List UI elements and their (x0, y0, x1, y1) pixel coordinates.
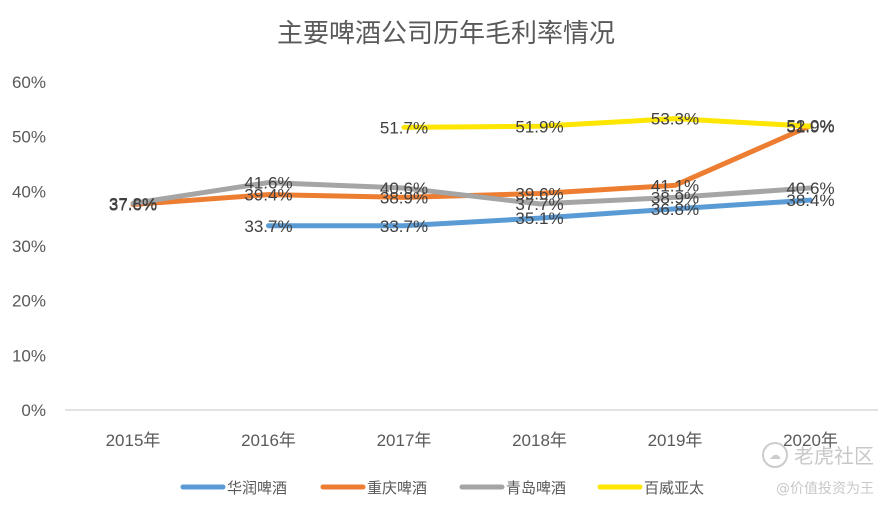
y-tick-label: 50% (12, 128, 46, 147)
data-label: 36.8% (651, 200, 699, 219)
tiger-logo-icon: ☁ (762, 441, 788, 468)
y-tick-label: 20% (12, 292, 46, 311)
data-label: 38.9% (651, 188, 699, 207)
data-label: 53.3% (651, 110, 699, 129)
legend-label: 百威亚太 (644, 479, 704, 497)
data-label: 51.9% (515, 117, 563, 136)
data-label: 38.9% (380, 188, 428, 207)
data-label: 41.6% (244, 174, 292, 193)
data-labels: 33.7% 33.7% 35.1% 36.8% 38.4% 37.6% 39.4% 38.9%… (109, 110, 835, 236)
x-tick-label: 2015年 (106, 431, 161, 450)
y-tick-label: 60% (12, 73, 46, 92)
y-axis: 0% 10% 20% 30% 40% 50% 60% (12, 73, 46, 420)
chart-title: 主要啤酒公司历年毛利率情况 (277, 19, 615, 49)
x-tick-label: 2019年 (648, 431, 703, 450)
data-label: 37.6% (109, 195, 157, 214)
legend-label: 华润啤酒 (227, 479, 287, 497)
data-label: 40.6% (786, 179, 834, 198)
series-lines (130, 116, 813, 229)
data-label: 52.0% (786, 117, 834, 136)
data-label: 37.7% (515, 195, 563, 214)
x-tick-label: 2018年 (512, 431, 567, 450)
data-label: 40.6% (380, 179, 428, 198)
x-tick-label: 2017年 (377, 431, 432, 450)
watermark-user: @价值投资为王 (776, 481, 874, 497)
legend-label: 重庆啤酒 (367, 479, 427, 497)
data-label: 39.4% (244, 186, 292, 205)
data-label: 33.7% (244, 217, 292, 236)
data-label: 51.9% (786, 117, 834, 136)
x-tick-label: 2016年 (241, 431, 296, 450)
data-label: 33.7% (380, 217, 428, 236)
data-label: 35.1% (515, 209, 563, 228)
y-tick-label: 0% (21, 401, 46, 420)
data-label: 39.6% (515, 185, 563, 204)
data-label: 38.4% (786, 191, 834, 210)
series-line (266, 197, 813, 229)
series-line (401, 116, 813, 130)
legend: 华润啤酒 重庆啤酒 青岛啤酒 百威亚太 (180, 479, 704, 497)
series-line (130, 180, 813, 207)
legend-label: 青岛啤酒 (506, 479, 566, 497)
watermark-logo: ☁ 老虎社区 (762, 440, 874, 469)
data-label: 51.7% (380, 118, 428, 137)
x-axis: 2015年 2016年 2017年 2018年 2019年 2020年 (106, 431, 838, 450)
y-tick-label: 40% (12, 182, 46, 201)
data-label: 41.1% (651, 176, 699, 195)
y-tick-label: 10% (12, 346, 46, 365)
data-label: 37.8% (109, 194, 157, 213)
x-tick-label: 2020年 (783, 431, 838, 450)
watermark-brand: 老虎社区 (794, 444, 874, 468)
y-tick-label: 30% (12, 237, 46, 256)
